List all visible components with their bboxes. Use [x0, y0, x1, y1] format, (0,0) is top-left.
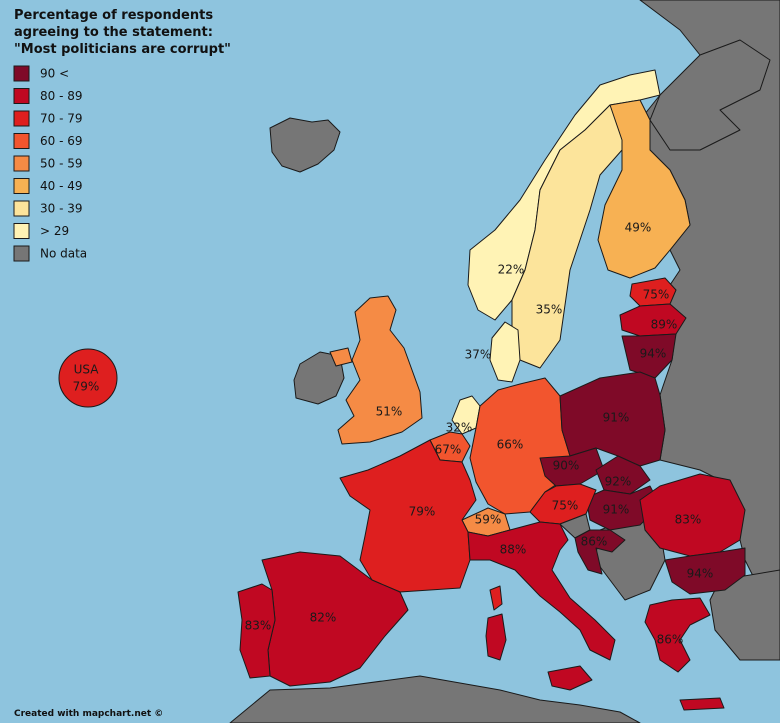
country-ireland-nodata	[293, 351, 345, 405]
legend-label: 40 - 49	[40, 179, 83, 193]
label-estonia: 75%	[643, 288, 670, 302]
country-italy-sicily	[547, 665, 593, 691]
label-slovakia: 92%	[605, 475, 632, 489]
label-latvia: 89%	[651, 318, 678, 332]
legend-swatch	[13, 110, 30, 127]
label-switzerland: 59%	[475, 513, 502, 527]
legend-swatch	[13, 178, 30, 194]
label-germany: 66%	[497, 438, 524, 452]
legend-label: 30 - 39	[40, 202, 83, 216]
country-romania	[639, 473, 746, 557]
legend-swatch	[13, 133, 30, 149]
legend-label: 90 <	[40, 67, 69, 81]
usa-circle	[58, 348, 118, 408]
country-north-africa-nodata	[229, 675, 641, 723]
map-title: Percentage of respondents agreeing to th…	[14, 8, 231, 57]
country-latvia	[619, 303, 687, 337]
label-uk: 51%	[376, 405, 403, 419]
country-italy	[467, 521, 616, 661]
country-iceland-nodata	[269, 117, 341, 173]
legend-label: > 29	[40, 224, 69, 238]
legend-swatch	[13, 65, 30, 82]
label-spain: 82%	[310, 611, 337, 625]
country-kola-nodata	[649, 39, 771, 151]
country-uk	[337, 295, 423, 445]
country-denmark	[489, 321, 521, 383]
country-turkey-nodata	[709, 569, 780, 661]
legend-label: 50 - 59	[40, 157, 83, 171]
country-portugal	[237, 583, 276, 679]
country-bulgaria	[664, 547, 746, 595]
country-greece	[644, 597, 711, 673]
label-denmark: 37%	[465, 348, 492, 362]
country-germany	[469, 377, 571, 515]
legend: 90 < 80 - 89 70 - 79 60 - 69 50 - 59 40 - 49 3…	[13, 65, 87, 262]
label-austria: 75%	[552, 499, 579, 513]
legend-label: 70 - 79	[40, 112, 83, 126]
country-uk-ni	[329, 347, 353, 367]
country-lithuania	[621, 333, 677, 379]
country-croatia	[574, 529, 626, 575]
legend-swatch	[13, 245, 30, 262]
legend-swatch	[13, 200, 30, 217]
country-corsica	[489, 585, 503, 611]
label-finland: 49%	[625, 221, 652, 235]
legend-swatch	[13, 223, 30, 239]
country-italy-sardinia	[485, 613, 507, 661]
label-netherlands: 32%	[446, 421, 473, 435]
label-lithuania: 94%	[640, 347, 667, 361]
legend-label: No data	[40, 247, 87, 261]
label-croatia: 86%	[581, 535, 608, 549]
label-italy: 88%	[500, 543, 527, 557]
title-line-1: Percentage of respondents	[14, 8, 213, 23]
legend-swatch	[13, 88, 30, 104]
legend-swatch	[13, 155, 30, 172]
label-hungary: 91%	[603, 503, 630, 517]
label-bulgaria: 94%	[687, 567, 714, 581]
label-sweden: 35%	[536, 303, 563, 317]
label-romania: 83%	[675, 513, 702, 527]
usa-marker: USA 79%	[58, 348, 118, 408]
label-portugal: 83%	[245, 619, 272, 633]
title-line-2: agreeing to the statement:	[14, 25, 213, 40]
country-finland	[597, 99, 691, 279]
usa-value: 79%	[73, 380, 100, 394]
title-line-3: "Most politicians are corrupt"	[14, 42, 231, 57]
label-czechia: 90%	[553, 459, 580, 473]
country-greece-crete	[679, 697, 725, 711]
label-belgium: 67%	[435, 443, 462, 457]
credit-text: Created with mapchart.net ©	[14, 709, 163, 719]
country-czechia	[539, 447, 605, 487]
label-poland: 91%	[603, 411, 630, 425]
label-greece: 86%	[657, 633, 684, 647]
legend-label: 60 - 69	[40, 134, 83, 148]
usa-name: USA	[74, 363, 100, 377]
label-france: 79%	[409, 505, 436, 519]
legend-label: 80 - 89	[40, 89, 83, 103]
label-norway: 22%	[498, 263, 525, 277]
